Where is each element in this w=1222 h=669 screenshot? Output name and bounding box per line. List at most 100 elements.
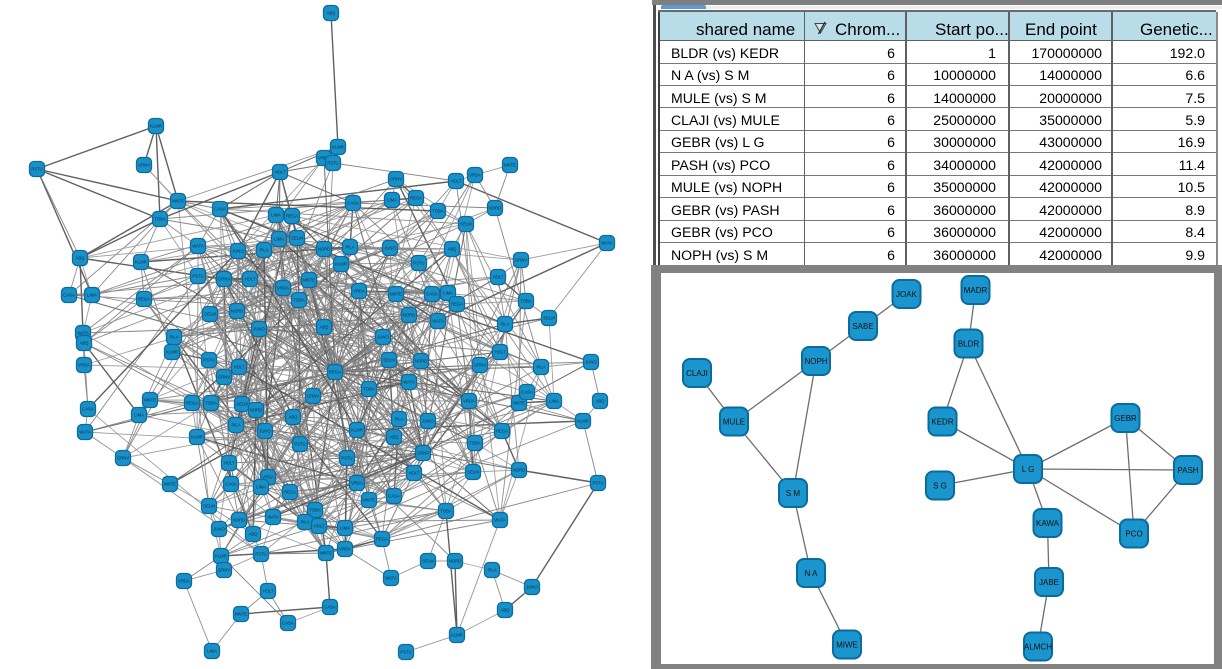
svg-text:PSTU: PSTU: [592, 481, 603, 486]
svg-text:GRNV: GRNV: [515, 258, 527, 263]
svg-text:CASA: CASA: [347, 201, 359, 206]
svg-text:GRNV: GRNV: [117, 456, 129, 461]
svg-text:CASA: CASA: [214, 207, 226, 212]
svg-text:N A: N A: [805, 569, 819, 578]
svg-text:LIMA: LIMA: [87, 293, 97, 298]
svg-text:JUNO: JUNO: [422, 419, 434, 424]
svg-text:PILA: PILA: [536, 365, 545, 370]
svg-text:CASA: CASA: [426, 292, 438, 297]
svg-text:GRNV: GRNV: [474, 363, 486, 368]
svg-text:MADR: MADR: [964, 286, 988, 295]
svg-text:NORD: NORD: [231, 309, 243, 314]
svg-text:WATA: WATA: [403, 380, 415, 385]
svg-text:SELM: SELM: [543, 316, 555, 321]
svg-text:KLMR: KLMR: [135, 260, 147, 265]
svg-text:HOLT: HOLT: [314, 524, 325, 529]
svg-text:JABE: JABE: [1039, 578, 1059, 587]
svg-text:MNTE: MNTE: [320, 551, 332, 556]
svg-text:GRNV: GRNV: [417, 451, 429, 456]
svg-text:TOBA: TOBA: [432, 209, 444, 214]
svg-text:PILA: PILA: [231, 423, 240, 428]
svg-text:SELM: SELM: [383, 358, 395, 363]
svg-text:NORD: NORD: [449, 559, 461, 564]
svg-text:WATA: WATA: [432, 319, 444, 324]
svg-text:KAWA: KAWA: [1036, 519, 1060, 528]
svg-text:VRDA: VRDA: [353, 289, 365, 294]
svg-text:TOBA: TOBA: [309, 508, 321, 513]
svg-text:NORD: NORD: [513, 468, 525, 473]
svg-text:SELM: SELM: [422, 559, 434, 564]
svg-text:VRDA: VRDA: [351, 481, 363, 486]
svg-text:PSTU: PSTU: [327, 161, 338, 166]
svg-text:MIWE: MIWE: [836, 640, 858, 649]
svg-text:VRDA: VRDA: [318, 156, 330, 161]
svg-text:WATA: WATA: [601, 241, 613, 246]
svg-text:GRNV: GRNV: [138, 163, 150, 168]
svg-text:CASA: CASA: [282, 621, 294, 626]
svg-text:REGA: REGA: [138, 297, 150, 302]
svg-text:KLMR: KLMR: [150, 124, 162, 129]
svg-text:CASA: CASA: [82, 407, 94, 412]
svg-text:JUNO: JUNO: [213, 527, 225, 532]
svg-text:JUNO: JUNO: [253, 327, 265, 332]
svg-text:NORD: NORD: [415, 359, 427, 364]
svg-text:REGA: REGA: [329, 370, 341, 375]
svg-text:PILA: PILA: [259, 248, 268, 253]
svg-text:TOBA: TOBA: [440, 509, 452, 514]
svg-text:REGA: REGA: [410, 196, 422, 201]
svg-text:KLMR: KLMR: [332, 145, 344, 150]
svg-text:VRDA: VRDA: [78, 363, 90, 368]
svg-text:SELM: SELM: [460, 222, 472, 227]
svg-text:HOLT: HOLT: [409, 471, 420, 476]
svg-text:WATA: WATA: [79, 430, 91, 435]
svg-text:ABQ: ABQ: [448, 247, 458, 252]
svg-text:HOLT: HOLT: [495, 350, 506, 355]
svg-text:CASA: CASA: [225, 482, 237, 487]
svg-text:SELM: SELM: [467, 470, 479, 475]
svg-text:LIMA: LIMA: [134, 413, 144, 418]
svg-text:ABQ: ABQ: [289, 415, 299, 420]
svg-text:NORD: NORD: [318, 247, 330, 252]
svg-text:PILA: PILA: [487, 568, 496, 573]
svg-text:ALMCH: ALMCH: [1024, 642, 1052, 651]
svg-text:CASA: CASA: [521, 390, 533, 395]
svg-text:REGA: REGA: [496, 429, 508, 434]
svg-text:JUNO: JUNO: [232, 249, 244, 254]
svg-text:VRDA: VRDA: [178, 579, 190, 584]
svg-text:MNTE: MNTE: [390, 292, 402, 297]
svg-text:KLMR: KLMR: [191, 435, 203, 440]
svg-text:JUNO: JUNO: [259, 429, 271, 434]
svg-text:VRDA: VRDA: [277, 286, 289, 291]
svg-text:PILA: PILA: [394, 417, 403, 422]
svg-text:SABE: SABE: [852, 322, 873, 331]
svg-text:PILA: PILA: [169, 335, 178, 340]
svg-text:CLAJI: CLAJI: [686, 369, 708, 378]
svg-text:LIMA: LIMA: [549, 399, 559, 404]
svg-text:GRNV: GRNV: [390, 177, 402, 182]
svg-text:NORD: NORD: [403, 313, 415, 318]
svg-text:VRDA: VRDA: [463, 399, 475, 404]
svg-text:TOBA: TOBA: [520, 299, 532, 304]
svg-text:MNTE: MNTE: [303, 278, 315, 283]
svg-text:GEBR: GEBR: [1114, 414, 1137, 423]
svg-text:CASA: CASA: [324, 605, 336, 610]
svg-text:KEDR: KEDR: [931, 417, 953, 426]
svg-text:PILA: PILA: [300, 520, 309, 525]
svg-text:NOPH: NOPH: [804, 357, 827, 366]
svg-text:WATA: WATA: [267, 515, 279, 520]
svg-text:JUNO: JUNO: [526, 585, 538, 590]
svg-text:PILA: PILA: [345, 245, 354, 250]
svg-text:ABQ: ABQ: [76, 256, 86, 261]
svg-text:WATA: WATA: [77, 331, 89, 336]
svg-text:S G: S G: [933, 481, 947, 490]
svg-text:SELM: SELM: [236, 402, 248, 407]
svg-text:REGA: REGA: [451, 302, 463, 307]
svg-text:SELM: SELM: [203, 504, 215, 509]
svg-text:SELM: SELM: [291, 236, 303, 241]
svg-text:KLMR: KLMR: [166, 350, 178, 355]
svg-text:ABQ: ABQ: [596, 399, 606, 404]
svg-text:REGA: REGA: [376, 537, 388, 542]
svg-text:HOLT: HOLT: [234, 365, 245, 370]
svg-text:TOBA: TOBA: [154, 217, 166, 222]
svg-text:MNTE: MNTE: [363, 498, 375, 503]
